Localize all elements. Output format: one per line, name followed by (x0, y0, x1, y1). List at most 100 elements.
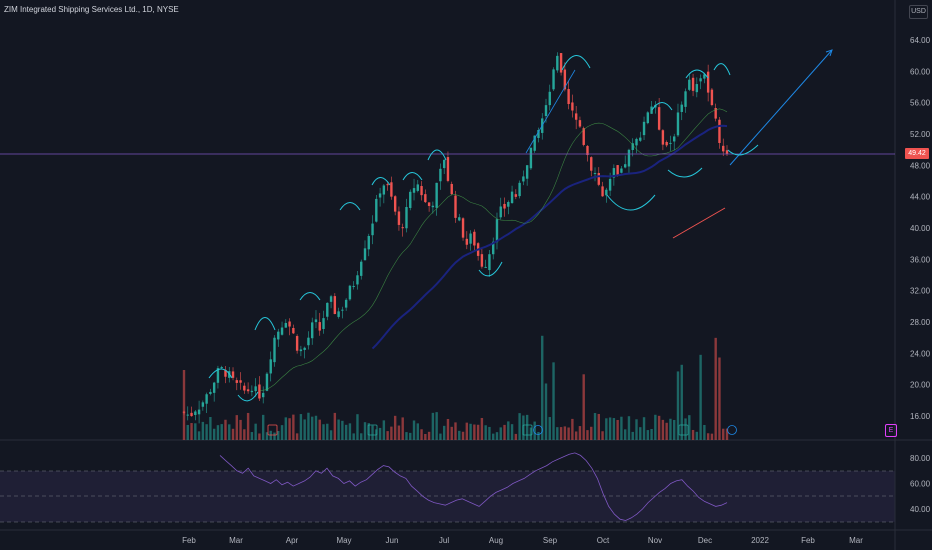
volume-bar (246, 412, 250, 440)
rsi-axis: 80.00 60.00 40.00 (910, 454, 931, 514)
volume-bar (725, 428, 729, 440)
candle-body (439, 168, 442, 182)
volume-bar (311, 416, 314, 440)
earnings-flag-3 (522, 424, 533, 436)
volume-bar (492, 433, 495, 440)
volume-bar (442, 425, 446, 440)
candle-body (688, 79, 691, 90)
candle-body (586, 145, 589, 156)
candle-body (186, 414, 189, 416)
time-tick-label: May (336, 536, 351, 545)
candle-body (341, 309, 344, 311)
candle-body (303, 347, 306, 350)
candle-body (442, 159, 446, 169)
candle-body (601, 186, 604, 197)
volume-bar (488, 426, 491, 440)
candle-body (616, 165, 619, 176)
volume-bar (397, 425, 401, 440)
candle-body (322, 318, 325, 330)
volume-bar (661, 419, 665, 440)
volume-bar (556, 427, 559, 440)
candle-body (360, 261, 363, 276)
candle-body (344, 299, 348, 308)
candle-body (612, 168, 616, 178)
price-tick-label: 60.00 (910, 67, 931, 76)
candle-body (333, 296, 337, 315)
volume-bar (250, 432, 254, 440)
candle-body (450, 183, 453, 195)
candle-body (661, 130, 665, 145)
volume-bar (650, 428, 653, 440)
arc-5 (339, 202, 361, 211)
arc-12 (651, 102, 673, 111)
candle-body (397, 211, 401, 225)
price-tick-label: 64.00 (910, 36, 931, 45)
volume-bar (427, 431, 431, 440)
candle-body (552, 69, 555, 90)
volume-bar (635, 419, 638, 440)
candle-body (525, 165, 529, 179)
earnings-flag-2 (367, 424, 378, 436)
candle-body (578, 120, 582, 127)
volume-bar (326, 423, 329, 440)
candle-body (556, 55, 559, 71)
volume-bar (194, 423, 197, 440)
candle-body (416, 184, 419, 191)
candle-body (722, 145, 725, 152)
volume-bar (243, 429, 246, 440)
candle-body (639, 137, 642, 141)
candle-body (548, 91, 551, 106)
volume-bar (559, 427, 563, 440)
candle-body (382, 185, 386, 195)
volume-bar (280, 425, 284, 440)
candle-body (657, 107, 661, 130)
price-tick-label: 20.00 (910, 381, 931, 390)
candle-body (718, 119, 721, 143)
price-tick-label: 24.00 (910, 349, 931, 358)
candle-body (582, 128, 585, 145)
currency-badge[interactable]: USD (909, 5, 928, 19)
volume-bar (295, 433, 299, 440)
volume-bar (420, 429, 423, 440)
candle-body (254, 386, 257, 392)
candle-body (318, 322, 321, 331)
annotations (208, 49, 833, 402)
volume-bar (182, 370, 186, 440)
volume-bar (722, 428, 725, 440)
volume-bar (356, 414, 359, 440)
volume-bar (518, 413, 521, 440)
time-tick-label: Sep (543, 536, 558, 545)
volume-bar (499, 427, 502, 440)
volume-bar (593, 413, 597, 440)
candle-body (480, 254, 484, 267)
volume-bar (412, 420, 416, 440)
volume-bar (627, 416, 631, 440)
candle-body (209, 391, 212, 394)
volume-bar (352, 433, 355, 440)
volume-bar (680, 364, 683, 440)
candle-body (424, 194, 427, 203)
chart-title: ZIM Integrated Shipping Services Ltd., 1… (4, 5, 179, 14)
candle-body (292, 327, 295, 334)
volume-bar (314, 415, 318, 440)
volume-bar (714, 337, 717, 440)
time-tick-label: Apr (286, 536, 299, 545)
rsi-tick-label: 60.00 (910, 480, 931, 489)
earnings-marker[interactable]: E (885, 424, 897, 437)
candle-body (258, 384, 261, 399)
arc-8 (427, 149, 447, 161)
candle-body (461, 218, 465, 238)
time-tick-label: Jun (386, 536, 399, 545)
volume-bar (284, 417, 288, 440)
volume-bar (563, 426, 567, 440)
candle-body (427, 202, 431, 206)
volume-bar (601, 431, 604, 440)
volume-bar (341, 420, 344, 440)
candle-body (529, 147, 533, 169)
candle-body (356, 275, 359, 285)
volume-bar (699, 354, 702, 440)
volume-bar (673, 419, 676, 440)
volume-bar (567, 427, 570, 440)
volume-bar (465, 422, 469, 440)
